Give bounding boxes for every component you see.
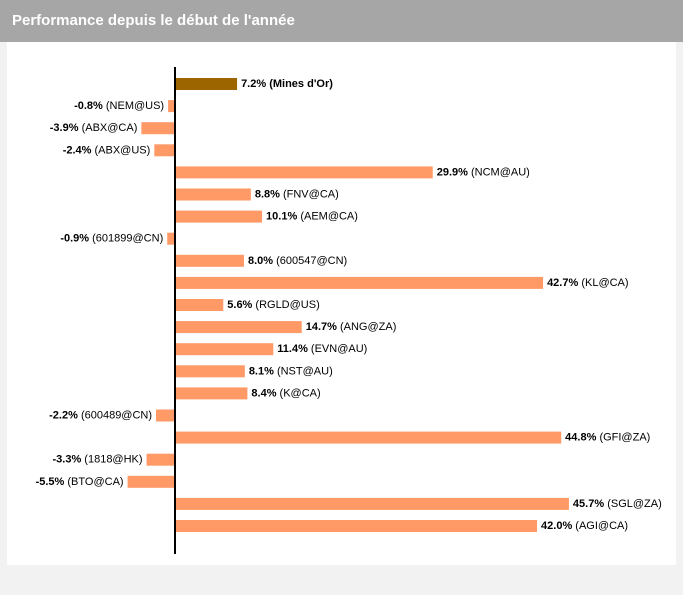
category-label: (FNV@CA)	[283, 188, 339, 200]
data-label: 42.7% (KL@CA)	[547, 277, 629, 289]
category-label: (SGL@ZA)	[607, 498, 662, 510]
data-label: 42.0% (AGI@CA)	[541, 520, 628, 532]
category-label: (NEM@US)	[106, 100, 164, 112]
header	[0, 0, 683, 42]
bar	[167, 232, 175, 245]
value-label: 14.7%	[306, 321, 337, 333]
data-label: -3.9% (ABX@CA)	[50, 122, 138, 134]
bar	[168, 100, 175, 113]
data-label: 5.6% (RGLD@US)	[227, 299, 319, 311]
bar	[175, 210, 263, 223]
value-label: 29.9%	[437, 166, 468, 178]
data-label: 29.9% (NCM@AU)	[437, 166, 530, 178]
value-label: 11.4%	[277, 343, 308, 355]
category-label: (AEM@CA)	[300, 211, 358, 223]
value-label: 8.4%	[251, 387, 276, 399]
category-label: (KL@CA)	[581, 277, 628, 289]
data-label: -2.2% (600489@CN)	[49, 409, 152, 421]
bar	[175, 321, 302, 334]
data-label: 8.1% (NST@AU)	[249, 365, 333, 377]
category-label: (ANG@ZA)	[340, 321, 396, 333]
bar	[154, 144, 175, 157]
bar	[175, 78, 238, 90]
category-label: (RGLD@US)	[255, 299, 319, 311]
data-label: -2.4% (ABX@US)	[63, 144, 151, 156]
value-label: -2.4%	[63, 144, 92, 156]
category-label: (NST@AU)	[277, 365, 333, 377]
category-label: (NCM@AU)	[471, 166, 530, 178]
data-label: -0.8% (NEM@US)	[74, 100, 164, 112]
category-label: (600489@CN)	[81, 409, 152, 421]
bar	[175, 254, 244, 267]
value-label: -3.9%	[50, 122, 79, 134]
value-label: 44.8%	[565, 432, 596, 444]
category-label: (1818@HK)	[84, 454, 142, 466]
bar	[156, 409, 175, 422]
bar	[175, 276, 544, 289]
category-label: (AGI@CA)	[575, 520, 628, 532]
value-label: 8.0%	[248, 255, 273, 267]
data-label: 8.0% (600547@CN)	[248, 255, 347, 267]
bar	[146, 453, 175, 466]
bar	[127, 475, 175, 488]
data-label: 8.8% (FNV@CA)	[255, 188, 339, 200]
plot-area	[7, 42, 676, 565]
bar	[141, 122, 175, 135]
value-label: -5.5%	[36, 476, 65, 488]
data-label: -3.3% (1818@HK)	[52, 454, 142, 466]
value-label: 8.8%	[255, 188, 280, 200]
bar	[175, 497, 569, 510]
data-label: 8.4% (K@CA)	[251, 387, 320, 399]
data-label: 10.1% (AEM@CA)	[266, 211, 358, 223]
bar	[175, 343, 274, 356]
category-label: (ABX@CA)	[82, 122, 138, 134]
category-label: (600547@CN)	[276, 255, 347, 267]
data-label: -5.5% (BTO@CA)	[36, 476, 124, 488]
category-label: (GFI@ZA)	[599, 432, 650, 444]
chart-title: Performance depuis le début de l'année	[12, 12, 295, 29]
value-label: 8.1%	[249, 365, 274, 377]
data-label: 44.8% (GFI@ZA)	[565, 432, 650, 444]
bar	[175, 166, 433, 179]
data-label: -0.9% (601899@CN)	[60, 233, 163, 245]
value-label: -0.9%	[60, 233, 89, 245]
category-label: (601899@CN)	[92, 233, 163, 245]
bar	[175, 520, 538, 532]
bar	[175, 299, 224, 311]
category-label: (ABX@US)	[95, 144, 151, 156]
value-label: 7.2%	[241, 78, 266, 90]
data-label: 45.7% (SGL@ZA)	[573, 498, 662, 510]
value-label: 42.0%	[541, 520, 572, 532]
bar	[175, 365, 245, 378]
category-label: (EVN@AU)	[311, 343, 367, 355]
value-label: -3.3%	[52, 454, 81, 466]
category-label: (Mines d'Or)	[269, 78, 333, 90]
bar	[175, 431, 562, 444]
value-label: 10.1%	[266, 211, 297, 223]
category-label: (K@CA)	[280, 387, 321, 399]
data-label: 11.4% (EVN@AU)	[277, 343, 367, 355]
value-label: 45.7%	[573, 498, 604, 510]
data-label: 14.7% (ANG@ZA)	[306, 321, 397, 333]
category-label: (BTO@CA)	[67, 476, 123, 488]
value-label: 5.6%	[227, 299, 252, 311]
value-label: 42.7%	[547, 277, 578, 289]
value-label: -2.2%	[49, 409, 78, 421]
value-label: -0.8%	[74, 100, 103, 112]
data-label: 7.2% (Mines d'Or)	[241, 78, 333, 90]
bar	[175, 387, 248, 400]
bar	[175, 188, 251, 201]
